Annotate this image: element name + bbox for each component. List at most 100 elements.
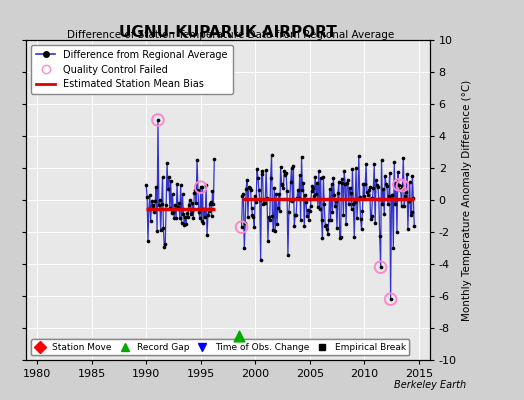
- Point: [169, 208, 178, 215]
- Point: [153, 227, 161, 234]
- Point: [239, 191, 247, 197]
- Point: [143, 193, 151, 200]
- Point: [195, 209, 203, 216]
- Point: [209, 200, 217, 207]
- Point: [288, 198, 297, 204]
- Point: [293, 194, 301, 201]
- Point: [286, 197, 294, 203]
- Point: [376, 232, 384, 239]
- Point: [397, 202, 406, 209]
- Point: [292, 212, 300, 219]
- Point: [282, 170, 290, 176]
- Point: [363, 189, 371, 195]
- Point: [402, 188, 410, 195]
- Point: [307, 202, 315, 209]
- Point: [326, 217, 335, 223]
- Point: [392, 180, 400, 186]
- Point: [339, 179, 347, 186]
- Text: Difference of Station Temperature Data from Regional Average: Difference of Station Temperature Data f…: [67, 30, 394, 40]
- Point: [191, 186, 200, 193]
- Point: [372, 176, 380, 183]
- Point: [237, 224, 246, 230]
- Legend: Station Move, Record Gap, Time of Obs. Change, Empirical Break: Station Move, Record Gap, Time of Obs. C…: [31, 339, 409, 356]
- Point: [245, 184, 253, 190]
- Point: [209, 188, 217, 194]
- Point: [385, 193, 393, 199]
- Point: [398, 182, 407, 189]
- Point: [374, 184, 382, 190]
- Point: [167, 210, 176, 216]
- Point: [377, 156, 386, 163]
- Point: [277, 164, 285, 170]
- Point: [275, 190, 283, 197]
- Y-axis label: Monthly Temperature Anomaly Difference (°C): Monthly Temperature Anomaly Difference (…: [462, 79, 472, 321]
- Point: [354, 196, 362, 202]
- Point: [154, 117, 162, 123]
- Point: [383, 183, 391, 190]
- Point: [370, 161, 378, 168]
- Point: [352, 165, 361, 171]
- Point: [247, 204, 256, 211]
- Point: [325, 186, 334, 192]
- Point: [154, 117, 162, 123]
- Point: [384, 200, 392, 207]
- Point: [334, 190, 342, 197]
- Point: [396, 187, 404, 194]
- Point: [366, 216, 375, 222]
- Point: [298, 187, 307, 194]
- Point: [308, 183, 316, 189]
- Point: [331, 202, 340, 209]
- Point: [337, 176, 346, 182]
- Point: [261, 200, 269, 206]
- Point: [302, 199, 310, 206]
- Point: [336, 234, 345, 240]
- Point: [210, 156, 219, 163]
- Point: [376, 264, 385, 270]
- Point: [196, 184, 205, 190]
- Point: [313, 180, 321, 186]
- Point: [149, 204, 158, 211]
- Point: [181, 213, 189, 220]
- Point: [182, 220, 190, 227]
- Point: [249, 214, 258, 220]
- Point: [321, 222, 330, 229]
- Point: [274, 204, 282, 211]
- Point: [201, 214, 210, 220]
- Point: [199, 220, 208, 226]
- Point: [328, 181, 336, 187]
- Point: [362, 160, 370, 167]
- Point: [335, 179, 343, 185]
- Point: [364, 192, 372, 199]
- Point: [355, 153, 363, 160]
- Point: [196, 184, 205, 190]
- Point: [373, 182, 381, 188]
- Point: [259, 200, 268, 207]
- Point: [368, 195, 377, 202]
- Point: [297, 154, 305, 160]
- Point: [250, 223, 258, 230]
- Point: [355, 193, 364, 200]
- Point: [357, 226, 366, 232]
- Point: [405, 198, 413, 204]
- Point: [163, 160, 171, 166]
- Point: [400, 202, 408, 209]
- Point: [312, 191, 320, 197]
- Point: [176, 214, 184, 221]
- Point: [147, 198, 156, 204]
- Point: [309, 185, 318, 191]
- Point: [303, 213, 311, 219]
- Point: [194, 187, 202, 194]
- Point: [268, 212, 277, 219]
- Point: [157, 201, 166, 207]
- Point: [294, 187, 302, 194]
- Point: [142, 181, 150, 188]
- Point: [375, 196, 383, 202]
- Point: [382, 181, 390, 188]
- Point: [379, 186, 388, 192]
- Point: [270, 185, 278, 192]
- Point: [409, 195, 418, 202]
- Point: [152, 184, 160, 190]
- Point: [241, 220, 249, 226]
- Point: [350, 234, 358, 240]
- Point: [403, 225, 412, 232]
